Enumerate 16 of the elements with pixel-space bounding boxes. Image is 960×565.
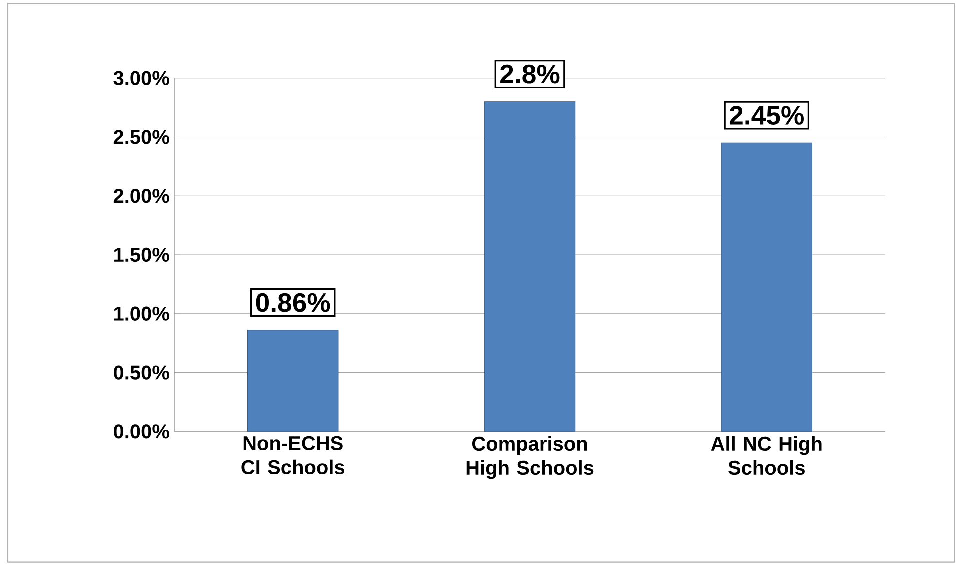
y-tick-label: 0.00% [114, 424, 170, 439]
y-tick-label: 0.50% [114, 366, 170, 380]
x-tick-label: All NC High Schools [711, 436, 822, 476]
x-tick-label: Comparison High Schools [466, 436, 594, 480]
data-label: 2.45% [730, 106, 804, 125]
data-label: 0.86% [256, 293, 330, 312]
x-tick-label: Non-ECHS CI Schools [242, 436, 345, 475]
y-tick-label: 1.50% [114, 248, 170, 262]
y-tick-label: 3.00% [114, 71, 170, 86]
bar [248, 330, 339, 432]
data-label: 2.8% [500, 64, 560, 84]
y-tick-label: 2.00% [114, 189, 170, 204]
bar [484, 102, 576, 432]
bar [721, 142, 812, 432]
y-tick-label: 1.00% [114, 306, 170, 321]
y-tick-label: 2.50% [114, 130, 170, 144]
